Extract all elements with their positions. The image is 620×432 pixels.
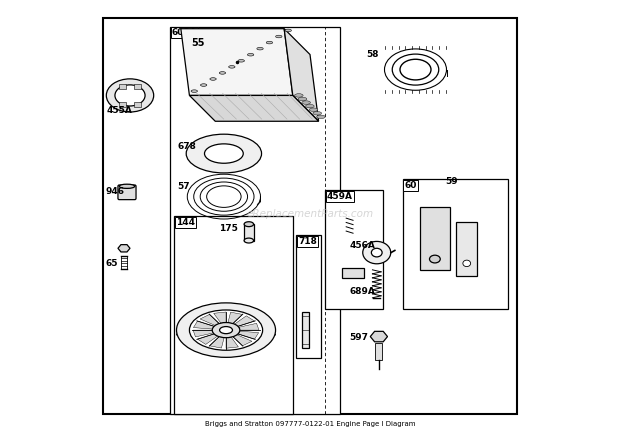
- Ellipse shape: [106, 79, 154, 112]
- Ellipse shape: [244, 222, 254, 227]
- Bar: [119, 84, 126, 89]
- Text: 59: 59: [446, 177, 458, 186]
- Ellipse shape: [266, 41, 273, 44]
- Text: 678: 678: [177, 142, 197, 151]
- Polygon shape: [239, 323, 259, 330]
- Ellipse shape: [115, 85, 145, 106]
- Bar: [296, 235, 321, 358]
- Ellipse shape: [238, 60, 244, 62]
- Ellipse shape: [317, 115, 326, 118]
- Polygon shape: [200, 314, 219, 325]
- Ellipse shape: [298, 97, 307, 101]
- Polygon shape: [118, 245, 130, 252]
- Polygon shape: [190, 95, 319, 121]
- Polygon shape: [238, 331, 259, 339]
- Ellipse shape: [119, 184, 135, 188]
- Bar: [134, 102, 141, 107]
- Ellipse shape: [205, 144, 243, 163]
- Polygon shape: [233, 335, 252, 346]
- Text: 58: 58: [366, 50, 378, 59]
- Text: 175: 175: [219, 224, 237, 233]
- Bar: [170, 26, 340, 414]
- Ellipse shape: [186, 134, 262, 173]
- Bar: [325, 190, 383, 308]
- Polygon shape: [226, 337, 238, 348]
- Bar: [134, 84, 141, 89]
- Ellipse shape: [276, 35, 282, 38]
- FancyBboxPatch shape: [118, 185, 136, 200]
- Text: 455A: 455A: [107, 106, 133, 114]
- Bar: [402, 179, 508, 308]
- Ellipse shape: [463, 260, 471, 267]
- Text: 65: 65: [105, 258, 118, 267]
- Bar: [420, 207, 450, 270]
- Ellipse shape: [212, 323, 240, 338]
- Ellipse shape: [302, 101, 311, 104]
- Ellipse shape: [294, 94, 303, 97]
- Polygon shape: [193, 330, 213, 337]
- Text: eReplacementParts.com: eReplacementParts.com: [246, 209, 374, 219]
- Bar: [376, 343, 383, 360]
- Text: 689A: 689A: [350, 286, 376, 295]
- Text: 456A: 456A: [349, 241, 375, 250]
- Ellipse shape: [371, 248, 382, 257]
- Ellipse shape: [430, 255, 440, 263]
- Ellipse shape: [210, 78, 216, 80]
- Ellipse shape: [190, 310, 263, 350]
- Ellipse shape: [363, 241, 391, 264]
- Ellipse shape: [313, 111, 322, 115]
- Ellipse shape: [244, 238, 254, 243]
- Bar: [119, 102, 126, 107]
- Polygon shape: [181, 29, 293, 95]
- Polygon shape: [193, 321, 214, 329]
- Text: 718: 718: [298, 237, 317, 246]
- Text: 946: 946: [105, 187, 125, 197]
- Bar: [456, 222, 477, 276]
- Text: 60: 60: [404, 181, 417, 190]
- Bar: [302, 312, 309, 349]
- Text: 459A: 459A: [327, 192, 353, 201]
- Text: 608A: 608A: [172, 28, 197, 37]
- Polygon shape: [214, 312, 226, 323]
- Ellipse shape: [219, 72, 226, 74]
- Text: 597: 597: [350, 333, 369, 342]
- Ellipse shape: [285, 29, 291, 32]
- Polygon shape: [234, 316, 255, 326]
- Ellipse shape: [177, 303, 275, 357]
- Ellipse shape: [247, 54, 254, 56]
- Ellipse shape: [257, 48, 264, 50]
- Polygon shape: [284, 29, 319, 121]
- Polygon shape: [228, 312, 242, 324]
- Text: 144: 144: [176, 218, 195, 227]
- Bar: [244, 224, 254, 241]
- Ellipse shape: [200, 84, 207, 86]
- Ellipse shape: [306, 105, 314, 108]
- Ellipse shape: [219, 327, 232, 334]
- Ellipse shape: [229, 66, 235, 68]
- Bar: [342, 268, 364, 279]
- Text: Briggs and Stratton 097777-0122-01 Engine Page I Diagram: Briggs and Stratton 097777-0122-01 Engin…: [205, 421, 415, 427]
- Bar: [174, 216, 293, 414]
- Ellipse shape: [191, 90, 197, 92]
- Polygon shape: [198, 334, 218, 344]
- Ellipse shape: [309, 108, 318, 111]
- Polygon shape: [370, 331, 388, 342]
- Polygon shape: [210, 337, 224, 348]
- Text: 55: 55: [192, 38, 205, 48]
- Text: 57: 57: [177, 182, 190, 191]
